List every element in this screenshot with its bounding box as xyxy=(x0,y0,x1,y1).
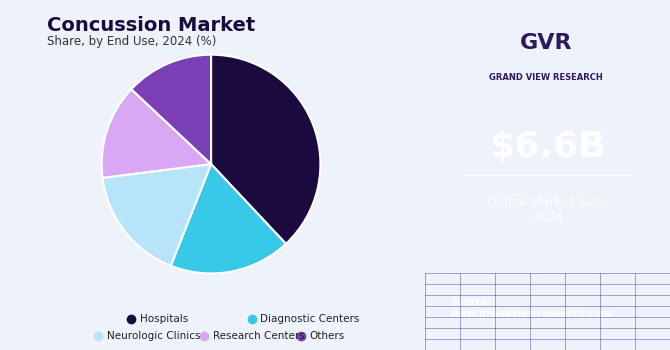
Text: GVR: GVR xyxy=(520,33,572,54)
Wedge shape xyxy=(102,89,211,178)
Text: GRAND VIEW RESEARCH: GRAND VIEW RESEARCH xyxy=(489,72,603,82)
Wedge shape xyxy=(211,55,320,244)
Text: Diagnostic Centers: Diagnostic Centers xyxy=(260,314,360,324)
Text: Concussion Market: Concussion Market xyxy=(47,16,255,35)
Wedge shape xyxy=(103,164,211,266)
Text: Global Market Size,
2024: Global Market Size, 2024 xyxy=(487,196,608,224)
Wedge shape xyxy=(131,55,211,164)
Text: Share, by End Use, 2024 (%): Share, by End Use, 2024 (%) xyxy=(47,35,216,48)
Text: Source:
www.grandviewresearch.com: Source: www.grandviewresearch.com xyxy=(450,297,612,319)
Text: Hospitals: Hospitals xyxy=(140,314,188,324)
Text: $6.6B: $6.6B xyxy=(489,130,606,164)
Text: Others: Others xyxy=(310,331,345,341)
Text: Neurologic Clinics: Neurologic Clinics xyxy=(107,331,200,341)
Text: Research Centers: Research Centers xyxy=(213,331,305,341)
Wedge shape xyxy=(171,164,286,273)
